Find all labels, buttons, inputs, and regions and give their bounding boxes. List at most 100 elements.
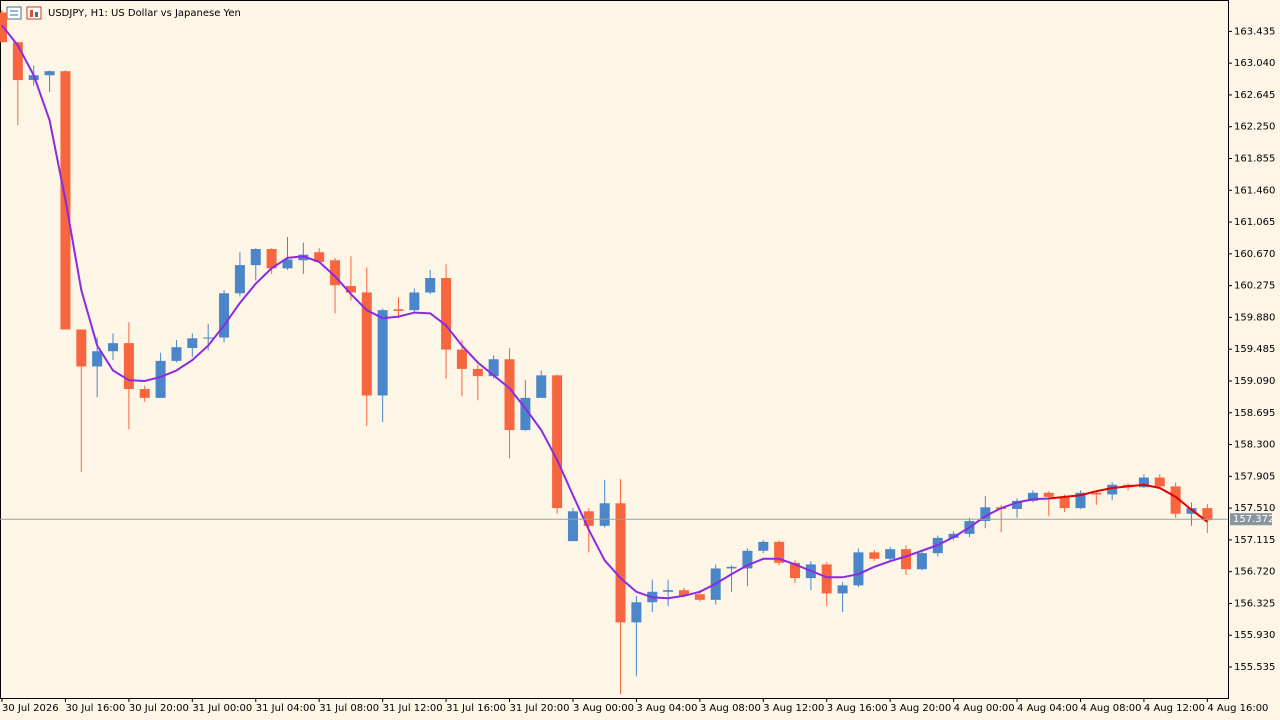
y-tick-label: 157.510: [1234, 503, 1275, 514]
candle-body: [1043, 492, 1054, 497]
candle-body: [694, 594, 705, 600]
candle-body: [44, 71, 55, 76]
x-tick-label: 30 Jul 16:00: [65, 703, 125, 714]
candle-body: [139, 389, 150, 398]
current-price-box: [1230, 513, 1272, 526]
candle-body: [885, 549, 896, 559]
candle-body: [583, 511, 594, 526]
y-tick-label: 155.535: [1234, 662, 1275, 673]
candle-body: [282, 259, 293, 269]
candle-body: [726, 566, 737, 569]
x-tick-label: 4 Aug 08:00: [1080, 703, 1141, 714]
candle-body: [203, 337, 214, 339]
candle-body: [155, 360, 166, 398]
candle-body: [742, 550, 753, 569]
candle-body: [520, 397, 531, 431]
candle-body: [552, 375, 563, 509]
indicator-line: [1, 24, 1049, 600]
candle-body: [1107, 484, 1118, 495]
candle-body: [1027, 492, 1038, 501]
candle-body: [853, 552, 864, 586]
candle-body: [171, 347, 182, 361]
icon-chart[interactable]: [26, 6, 42, 20]
y-tick-label: 157.115: [1234, 535, 1275, 546]
candle-body: [536, 375, 547, 398]
candle-body: [663, 590, 674, 592]
candle-body: [456, 349, 467, 369]
candle-body: [837, 585, 848, 594]
candle-body: [76, 329, 87, 367]
x-tick-label: 31 Jul 12:00: [383, 703, 443, 714]
chart-icons: [6, 6, 42, 20]
candle-body: [1138, 477, 1149, 488]
y-tick-label: 159.485: [1234, 344, 1275, 355]
x-tick-label: 4 Aug 16:00: [1207, 703, 1268, 714]
candle-body: [219, 293, 230, 338]
candle-body: [12, 42, 23, 81]
x-tick-label: 30 Jul 20:00: [129, 703, 189, 714]
candle-body: [615, 503, 626, 623]
x-tick-label: 4 Aug 12:00: [1144, 703, 1205, 714]
y-tick-label: 161.460: [1234, 185, 1275, 196]
candle-body: [901, 549, 912, 570]
x-tick-label: 4 Aug 04:00: [1017, 703, 1078, 714]
y-tick-label: 162.645: [1234, 90, 1275, 101]
candle-body: [758, 541, 769, 551]
x-tick-label: 31 Jul 08:00: [319, 703, 379, 714]
candle-body: [1091, 492, 1102, 495]
chart-title: USDJPY, H1: US Dollar vs Japanese Yen: [48, 8, 241, 19]
candle-body: [1154, 477, 1165, 487]
current-price-label: 157.372: [1233, 514, 1274, 525]
candle-body: [298, 254, 309, 261]
candle-body: [234, 265, 245, 294]
y-tick-label: 160.670: [1234, 249, 1275, 260]
icon-bar: [30, 10, 33, 17]
y-tick-label: 163.435: [1234, 26, 1275, 37]
candle-body: [1059, 496, 1070, 509]
candle-body: [361, 292, 372, 396]
candle-body: [916, 553, 927, 570]
x-tick-label: 3 Aug 00:00: [573, 703, 634, 714]
x-tick-label: 3 Aug 12:00: [763, 703, 824, 714]
y-tick-label: 158.695: [1234, 408, 1275, 419]
icon-bar: [35, 12, 38, 17]
candle-body: [504, 359, 515, 431]
candle-body: [869, 552, 880, 559]
y-tick-label: 158.300: [1234, 440, 1275, 451]
candle-body: [377, 310, 388, 396]
y-tick-label: 159.880: [1234, 312, 1275, 323]
candle-body: [472, 368, 483, 377]
candle-body: [330, 260, 341, 286]
candle-body: [821, 564, 832, 594]
x-tick-label: 3 Aug 08:00: [700, 703, 761, 714]
x-tick-label: 30 Jul 2026: [2, 703, 59, 714]
x-tick-label: 3 Aug 16:00: [827, 703, 888, 714]
x-tick-label: 31 Jul 00:00: [192, 703, 252, 714]
y-tick-label: 163.040: [1234, 58, 1275, 69]
candle-body: [980, 507, 991, 521]
icon-list[interactable]: [6, 6, 22, 20]
y-tick-label: 156.325: [1234, 598, 1275, 609]
y-tick-label: 156.720: [1234, 567, 1275, 578]
y-tick-label: 161.065: [1234, 217, 1275, 228]
candle-body: [250, 249, 261, 266]
x-tick-label: 31 Jul 04:00: [256, 703, 316, 714]
y-tick-label: 161.855: [1234, 153, 1275, 164]
candle-body: [123, 343, 134, 390]
candle-body: [948, 533, 959, 538]
y-tick-label: 160.275: [1234, 281, 1275, 292]
x-tick-label: 31 Jul 16:00: [446, 703, 506, 714]
x-tick-label: 3 Aug 04:00: [636, 703, 697, 714]
y-tick-label: 162.250: [1234, 122, 1275, 133]
candle-body: [441, 277, 452, 350]
y-tick-label: 157.905: [1234, 471, 1275, 482]
candle-body: [187, 338, 198, 348]
indicator-line: [1048, 483, 1208, 523]
candle-body: [631, 602, 642, 623]
candle-body: [1012, 500, 1023, 509]
candle-body: [790, 562, 800, 579]
candle-body: [314, 252, 325, 262]
candle-body: [1075, 492, 1086, 509]
